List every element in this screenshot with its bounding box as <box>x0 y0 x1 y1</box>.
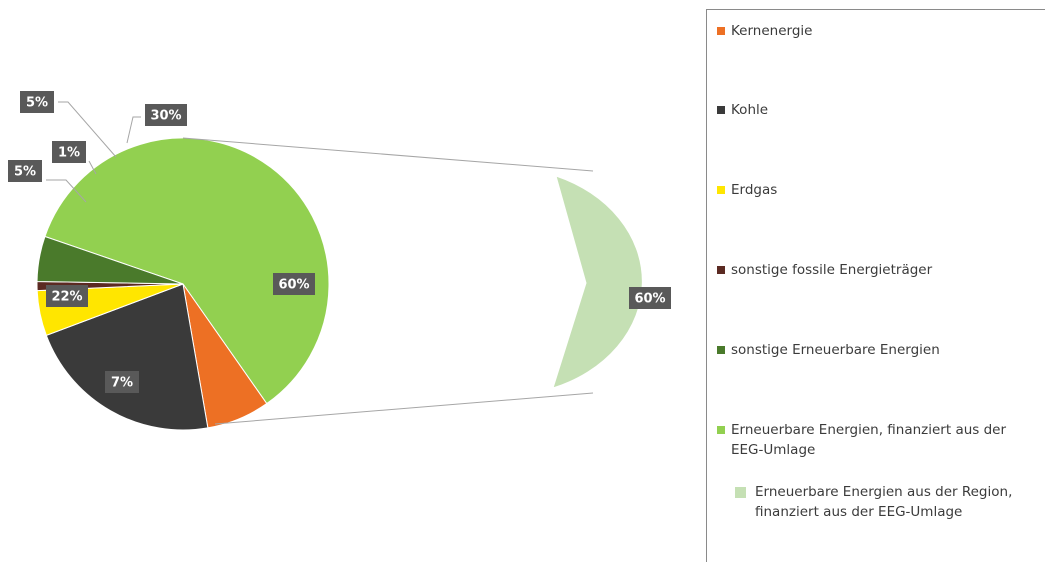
data-label-3: 1% <box>52 141 86 163</box>
legend-item: Erneuerbare Energien aus der Region, fin… <box>735 482 1035 522</box>
legend-label: Kernenergie <box>731 23 813 39</box>
pie-chart: 7% 22% 5% 1% 5% 60% 30% 60% <box>8 91 671 431</box>
data-label-box <box>8 160 42 182</box>
legend-item: Erneuerbare Energien, finanziert aus der… <box>717 420 1037 460</box>
legend-swatch <box>735 487 746 498</box>
data-label-text: 60% <box>634 292 665 307</box>
secondary-slice <box>552 175 643 389</box>
legend-swatch <box>717 186 725 194</box>
pie-slice-erneuerbare-energien-finanziert-aus-der-eeg-umlage <box>44 137 330 405</box>
legend-item: Kernenergie <box>717 21 1037 41</box>
pie-slices <box>36 137 330 431</box>
data-label-1: 22% <box>46 285 88 307</box>
connector-top <box>182 137 594 172</box>
data-label-box <box>273 273 315 295</box>
legend-swatch <box>717 27 725 35</box>
legend-label: Erneuerbare Energien, finanziert aus der… <box>731 422 1007 458</box>
legend-item: Erdgas <box>717 180 1037 200</box>
leader-lines <box>46 101 141 203</box>
data-label-0: 7% <box>105 371 139 393</box>
legend-swatch <box>717 266 725 274</box>
legend-swatch <box>717 346 725 354</box>
legend-swatch <box>717 426 725 434</box>
data-label-box <box>46 285 88 307</box>
legend-label: sonstige Erneuerbare Energien <box>731 342 940 358</box>
data-labels: 7% 22% 5% 1% 5% 60% 30% 60% <box>8 91 671 393</box>
data-label-box <box>629 287 671 309</box>
data-label-5: 60% <box>273 273 315 295</box>
legend-label: Kohle <box>731 102 769 118</box>
data-label-4: 5% <box>20 91 54 113</box>
legend-item: Kohle <box>717 100 1037 120</box>
leader-5pct-erdgas <box>46 179 87 203</box>
legend-label: sonstige fossile Energieträger <box>731 262 933 278</box>
leader-1pct <box>88 160 97 175</box>
legend-item: sonstige Erneuerbare Energien <box>717 340 1037 360</box>
data-label-text: 60% <box>278 278 309 293</box>
legend-swatch <box>717 106 725 114</box>
connector-lines <box>182 137 594 425</box>
data-label-text: 5% <box>26 96 48 111</box>
data-label-2: 5% <box>8 160 42 182</box>
data-label-text: 22% <box>51 290 82 305</box>
data-label-box <box>105 371 139 393</box>
legend-label: Erneuerbare Energien aus der Region, fin… <box>755 484 1013 520</box>
data-label-box <box>145 104 187 126</box>
legend: Kernenergie Kohle Erdgas sonstige fossile E… <box>706 9 1045 562</box>
leader-30pct <box>126 116 141 144</box>
data-label-text: 5% <box>14 165 36 180</box>
legend-label: Erdgas <box>731 182 778 198</box>
data-label-6: 30% <box>145 104 187 126</box>
legend-item: sonstige fossile Energieträger <box>717 260 1037 280</box>
data-label-box <box>52 141 86 163</box>
leader-5pct-sonstige <box>58 101 117 158</box>
data-label-text: 30% <box>150 109 181 124</box>
connector-bottom <box>214 392 594 425</box>
data-label-text: 7% <box>111 376 133 391</box>
data-label-box <box>20 91 54 113</box>
data-label-text: 1% <box>58 146 80 161</box>
data-label-secondary: 60% <box>629 287 671 309</box>
pie-slice-sonstige-erneuerbare-energien <box>36 235 184 285</box>
